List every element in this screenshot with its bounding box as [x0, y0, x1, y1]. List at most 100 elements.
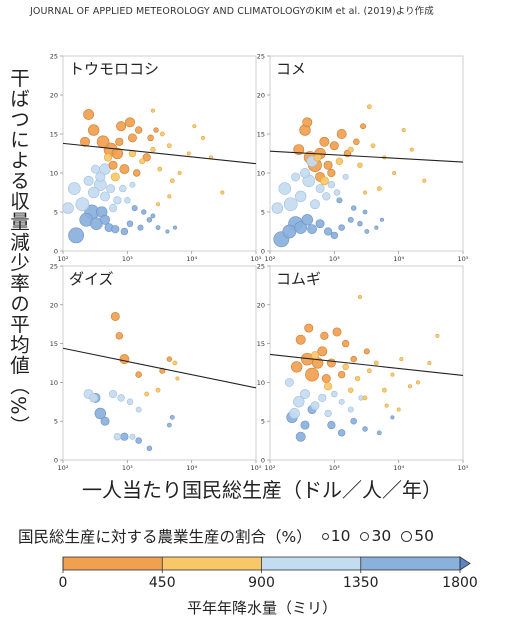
data-point: [200, 135, 205, 140]
x-tick-label: 10²: [265, 464, 276, 470]
colorbar-bin: [360, 557, 460, 570]
data-point: [172, 225, 177, 230]
panel-2: 0 5 10 15 20 25 10² 10³ 10⁴ 10⁵ コメ: [257, 53, 469, 264]
data-point: [142, 153, 151, 162]
data-point: [83, 109, 94, 120]
data-point: [327, 181, 336, 189]
data-point: [357, 162, 363, 168]
data-point: [125, 117, 135, 128]
data-point: [338, 398, 345, 405]
data-point: [407, 384, 412, 389]
data-point: [336, 129, 347, 139]
data-point: [427, 360, 432, 365]
panel-title: コムギ: [276, 270, 321, 288]
y-tick-label: 5: [261, 209, 265, 217]
data-point: [313, 153, 322, 162]
data-point: [350, 417, 357, 425]
data-point: [192, 124, 197, 129]
data-point: [323, 160, 333, 170]
data-point: [322, 192, 331, 201]
data-point: [146, 217, 153, 223]
y-tick-label: 5: [54, 209, 58, 217]
data-point: [320, 331, 329, 340]
data-point: [139, 158, 146, 165]
data-point: [88, 186, 100, 199]
data-point: [111, 225, 120, 234]
x-tick-label: 10⁵: [251, 464, 262, 470]
data-point: [331, 390, 338, 398]
data-point: [150, 146, 156, 153]
y-tick-label: 10: [50, 170, 58, 178]
data-point: [283, 197, 298, 212]
data-point: [333, 189, 341, 196]
data-point: [96, 135, 110, 149]
data-point: [342, 363, 349, 371]
data-point: [116, 121, 127, 132]
colorbar-extend-arrow: [459, 556, 471, 571]
data-point: [379, 217, 384, 222]
data-point: [362, 395, 368, 401]
data-point: [278, 182, 292, 195]
x-tick-label: 10⁵: [458, 464, 469, 470]
y-tick-label: 20: [257, 301, 265, 309]
colorbar-tick-label: 450: [149, 575, 176, 591]
data-point: [324, 409, 332, 418]
size-legend-item-medium: 30: [360, 527, 391, 545]
y-tick-label: 25: [257, 263, 265, 271]
data-point: [362, 426, 368, 432]
data-point: [319, 176, 329, 186]
data-point: [135, 406, 142, 413]
panel-title: トウモロコシ: [69, 60, 159, 78]
trend-line: [62, 142, 257, 165]
data-point: [363, 348, 370, 355]
data-point: [108, 160, 118, 170]
data-point: [324, 227, 333, 236]
data-point: [127, 133, 137, 143]
data-point: [376, 430, 382, 436]
data-point: [153, 127, 159, 133]
colorbar-title: 平年年降水量（ミリ）: [186, 599, 337, 617]
data-point: [117, 394, 125, 402]
data-point: [166, 143, 172, 149]
data-point: [169, 178, 175, 184]
data-point: [284, 377, 294, 387]
data-point: [321, 374, 331, 383]
data-point: [293, 396, 305, 408]
data-point: [175, 376, 180, 381]
data-point: [156, 202, 161, 207]
data-point: [399, 357, 404, 362]
trend-line: [62, 347, 257, 389]
data-point: [146, 445, 153, 452]
y-tick-label: 15: [50, 340, 58, 348]
data-point: [100, 214, 110, 225]
data-point: [186, 151, 191, 156]
data-point: [370, 143, 376, 149]
data-point: [120, 227, 129, 236]
data-point: [295, 334, 306, 345]
data-point: [110, 172, 120, 182]
data-point: [75, 197, 90, 212]
data-point: [165, 229, 170, 234]
data-point: [294, 221, 307, 234]
data-point: [341, 339, 350, 348]
data-point: [129, 181, 136, 188]
data-point: [119, 354, 130, 365]
data-point: [144, 391, 150, 397]
y-tick-label: 15: [50, 131, 58, 139]
data-point: [347, 216, 354, 223]
x-axis-label: 一人当たり国民総生産（ドル／人／年）: [82, 478, 442, 502]
panel-title: ダイズ: [69, 270, 114, 288]
y-tick-label: 25: [50, 263, 58, 271]
data-point: [342, 173, 349, 180]
data-point: [119, 164, 130, 175]
colorbar-bin: [261, 557, 361, 570]
data-point: [120, 432, 129, 441]
data-point: [396, 407, 401, 412]
colorbar-tick-label: 0: [59, 575, 68, 591]
data-point: [169, 414, 175, 420]
colorbar-bin: [63, 557, 163, 570]
data-point: [357, 221, 363, 227]
data-point: [282, 224, 297, 239]
data-point: [360, 123, 367, 130]
data-point: [124, 197, 131, 204]
